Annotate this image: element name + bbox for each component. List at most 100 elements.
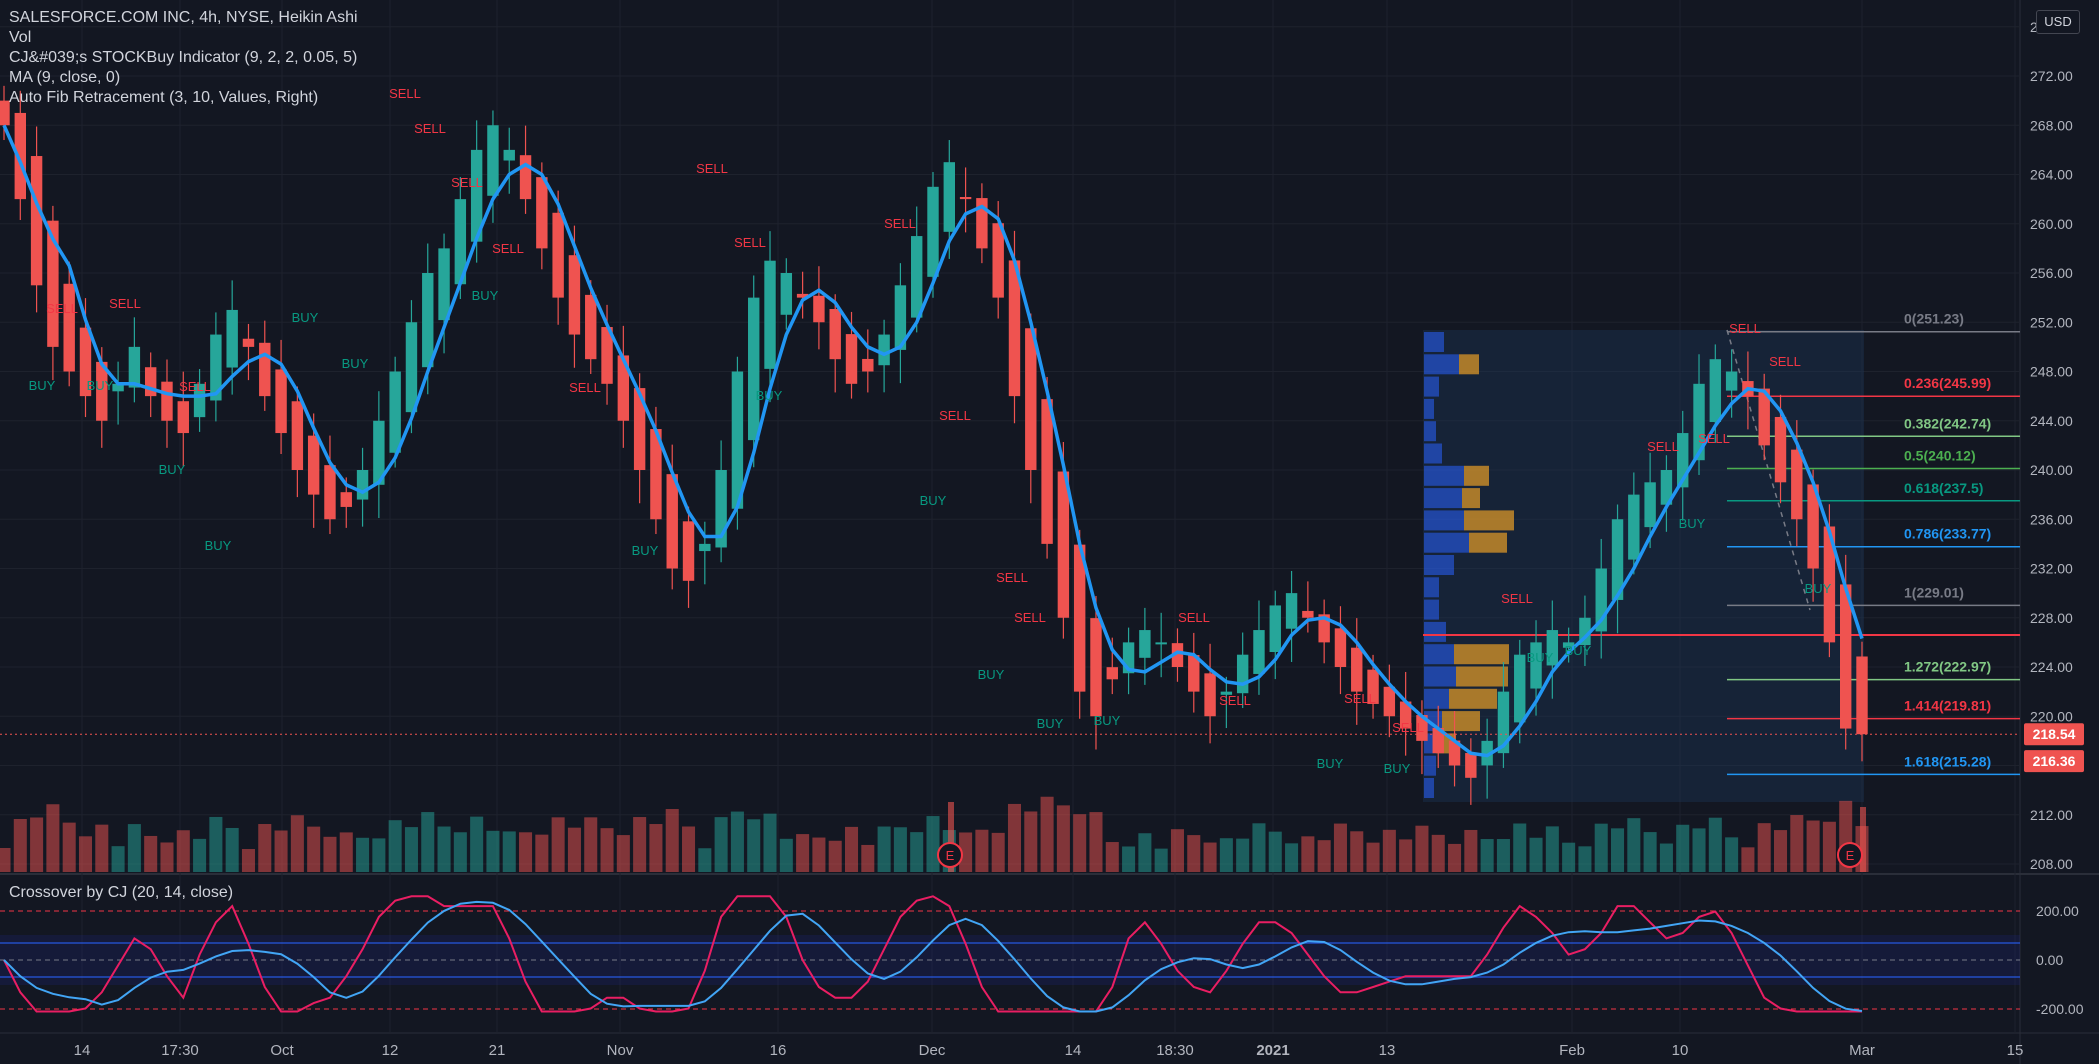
candle-body: [1416, 715, 1428, 741]
candle-body: [519, 155, 532, 200]
volume-spike: [948, 802, 954, 872]
candle-body: [210, 334, 222, 401]
volume-bar: [0, 848, 11, 872]
volume-bar: [1154, 848, 1168, 872]
volume-bar: [551, 817, 565, 872]
legend-symbol[interactable]: SALESFORCE.COM INC, 4h, NYSE, Heikin Ash…: [9, 9, 358, 26]
candle-body: [1285, 593, 1298, 629]
candle-body: [259, 342, 271, 397]
candle-body: [1351, 647, 1363, 692]
vp-buy-bar: [1424, 688, 1449, 709]
vp-buy-bar: [1424, 398, 1434, 419]
price-badge: 218.54: [2024, 723, 2084, 746]
volume-bar: [1611, 828, 1625, 872]
candle-body: [405, 322, 418, 413]
osc-tick-label: 0.00: [2036, 952, 2063, 968]
vp-buy-bar: [1424, 666, 1456, 687]
volume-bar: [404, 827, 418, 872]
candle-body: [927, 186, 939, 277]
candle-body: [1139, 630, 1151, 658]
candle-body: [373, 420, 385, 485]
volume-bar: [78, 836, 93, 872]
time-label: 21: [489, 1042, 506, 1059]
time-label: 2021: [1256, 1042, 1289, 1059]
time-label: Feb: [1559, 1042, 1585, 1059]
currency-badge[interactable]: USD: [2036, 10, 2080, 34]
buy-signal: BUY: [1317, 756, 1344, 771]
candle-body: [764, 260, 776, 369]
legend-fib[interactable]: Auto Fib Retracement (3, 10, Values, Rig…: [9, 89, 319, 106]
price-tick-label: 244.00: [2030, 413, 2073, 429]
volume-bar: [1399, 839, 1413, 872]
earnings-circle: [1837, 842, 1863, 868]
volume-bar: [290, 815, 304, 872]
volume-bar: [1822, 821, 1836, 872]
vp-buy-bar: [1424, 599, 1439, 620]
volume-bar: [13, 819, 27, 872]
volume-bar: [1073, 814, 1087, 872]
volume-bar: [1529, 837, 1543, 872]
time-label: 12: [382, 1042, 399, 1059]
fib-level-label: 0.382(242.74): [1904, 415, 1991, 431]
candle-body: [1465, 753, 1477, 778]
legend-ma[interactable]: MA (9, close, 0): [9, 69, 121, 86]
volume-bar: [1203, 842, 1217, 872]
time-label: 16: [770, 1042, 787, 1059]
candle-body: [1774, 416, 1787, 483]
candle-body: [943, 162, 956, 232]
candle-body: [862, 358, 874, 372]
candle-body: [1530, 642, 1542, 689]
sell-signal: SELL: [1698, 431, 1730, 446]
candle-body: [1367, 669, 1379, 704]
oscillator-legend[interactable]: Crossover by CJ (20, 14, close): [9, 884, 234, 901]
candle-body: [1839, 584, 1852, 729]
volume-bar: [1545, 826, 1559, 872]
volume-bar: [1268, 831, 1282, 872]
price-badge-label: 216.36: [2033, 753, 2076, 769]
candle-body: [1122, 642, 1135, 674]
earnings-marker: E: [937, 842, 963, 868]
candle-body: [1302, 610, 1314, 618]
buy-signal: BUY: [632, 543, 659, 558]
candle-body: [1155, 642, 1167, 645]
legend-vol[interactable]: Vol: [9, 29, 32, 46]
candle-body: [487, 125, 499, 196]
vp-buy-bar: [1424, 621, 1446, 642]
candle-body: [161, 381, 173, 421]
buy-signal: BUY: [978, 667, 1005, 682]
volume-bar: [1464, 829, 1478, 872]
candle-body: [617, 355, 630, 421]
candle-body: [585, 294, 597, 360]
candle-body: [601, 327, 613, 384]
candle-body: [1334, 628, 1347, 667]
candle-body: [389, 371, 401, 453]
vp-buy-bar: [1424, 488, 1462, 509]
candle-body: [894, 285, 907, 350]
candle-body: [1432, 727, 1444, 754]
volume-bar: [1513, 823, 1527, 872]
sell-signal: SELL: [1392, 720, 1424, 735]
volume-bar: [584, 817, 598, 872]
candle-body: [1546, 630, 1559, 666]
volume-bar: [1122, 846, 1136, 872]
sell-signal: SELL: [1647, 439, 1679, 454]
candle-body: [1236, 654, 1249, 694]
candle-body: [1106, 667, 1118, 680]
sell-signal: SELL: [1178, 610, 1210, 625]
volume-bar: [1431, 834, 1445, 872]
candle-body: [1693, 383, 1705, 461]
price-tick-label: 272.00: [2030, 68, 2073, 84]
osc-fast-line: [3, 895, 1862, 1013]
volume-bar: [209, 816, 223, 872]
legend-indicator[interactable]: CJ&#039;s STOCKBuy Indicator (9, 2, 2, 0…: [9, 49, 358, 66]
buy-signal: BUY: [159, 462, 186, 477]
sell-signal: SELL: [1769, 354, 1801, 369]
price-tick-label: 212.00: [2030, 807, 2073, 823]
candle-body: [1611, 519, 1624, 600]
volume-bar: [193, 838, 207, 872]
time-label: Nov: [607, 1042, 634, 1059]
vp-sell-bar: [1442, 711, 1480, 732]
earnings-label: E: [946, 848, 955, 863]
time-label: Dec: [919, 1042, 946, 1059]
